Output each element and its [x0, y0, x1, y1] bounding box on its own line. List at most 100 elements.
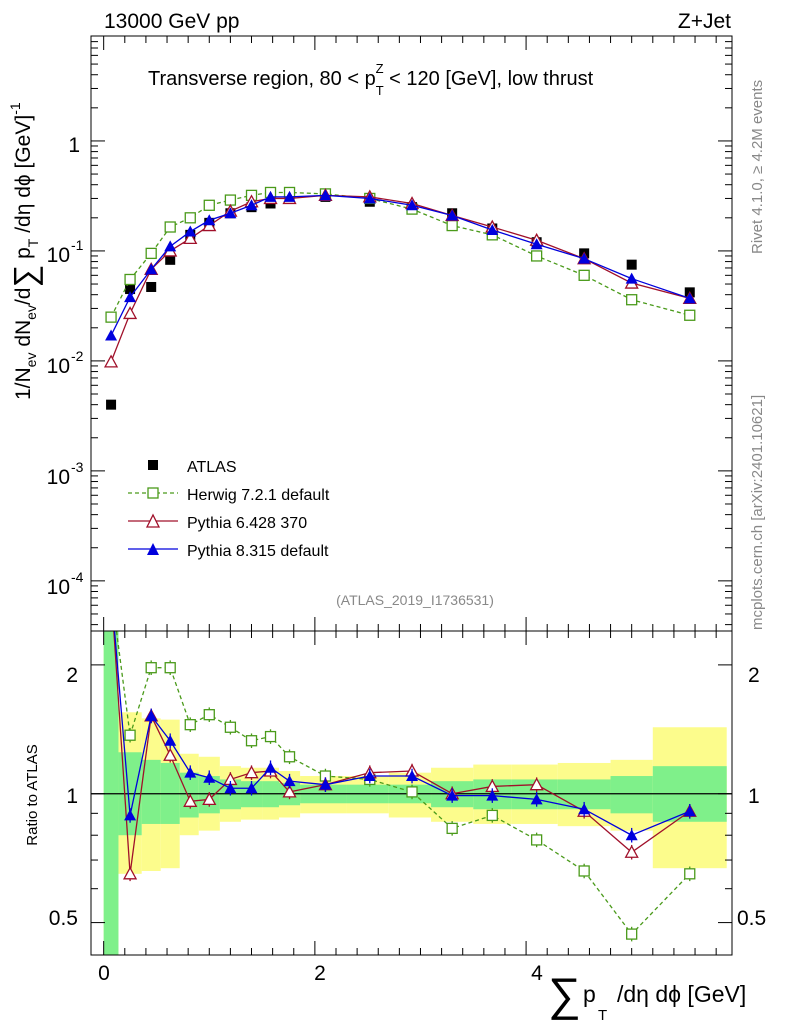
main-point-pythia8 — [164, 240, 177, 252]
main-series-herwig — [105, 186, 696, 323]
collision-label: 13000 GeV pp — [104, 10, 239, 33]
y-tick-label-1e-4: 10 -4 — [47, 569, 84, 599]
main-point-pythia8 — [625, 272, 638, 284]
svg-text:10: 10 — [47, 576, 70, 599]
ratio-point-pythia8 — [625, 829, 638, 841]
main-point-pythia8 — [203, 214, 216, 226]
ratio-point-herwig — [684, 868, 696, 880]
ratio-series-pythia6 — [113, 631, 697, 882]
ratio-point-pythia6 — [244, 765, 259, 779]
svg-text:10: 10 — [47, 466, 70, 489]
ratio-point-pythia8 — [164, 734, 177, 746]
main-series-atlas — [106, 191, 695, 410]
svg-text:Pythia 6.428 370: Pythia 6.428 370 — [187, 515, 307, 532]
main-y-label: 1/Nev dNev/d∑ pT /dη dϕ [GeV]-1 — [7, 102, 43, 400]
ratio-point-pythia6 — [529, 777, 544, 791]
rivet-version-label: Rivet 4.1.0, ≥ 4.2M events — [749, 80, 766, 254]
y-tick-label-1e-3: 10 -3 — [47, 459, 84, 489]
main-axis-ticks — [91, 35, 732, 631]
legend-entry-pythia6: Pythia 6.428 370 — [128, 513, 307, 532]
main-point-herwig — [530, 250, 543, 262]
main-line-pythia8 — [110, 194, 690, 336]
svg-text:1/Nev dNev/d∑ pT /dη dϕ [GeV]: 1/Nev dNev/d∑ pT /dη dϕ [GeV]-1 — [7, 102, 43, 400]
ratio-y-tick-label-1: 1 — [66, 785, 78, 808]
main-point-pythia6 — [183, 231, 198, 245]
legend-entry-pythia8: Pythia 8.315 default — [128, 543, 329, 560]
main-point-pythia8 — [530, 238, 543, 250]
main-point-pythia8 — [245, 199, 258, 211]
ratio-point-pythia6 — [122, 866, 138, 880]
ratio-point-pythia8 — [124, 809, 137, 821]
ratio-series-layer — [105, 584, 697, 942]
main-point-pythia8 — [406, 199, 419, 211]
ratio-point-herwig — [145, 662, 157, 674]
source-label: mcplots.cern.ch [arXiv:2401.10621] — [749, 395, 766, 630]
main-point-herwig — [105, 311, 117, 323]
ratio-point-pythia8 — [363, 770, 376, 782]
svg-text:-2: -2 — [71, 348, 84, 364]
svg-text:-3: -3 — [71, 459, 84, 475]
x-axis-label: ∑ p T /dη dϕ [GeV] — [548, 968, 746, 1024]
legend-entry-herwig: Herwig 7.2.1 default — [128, 487, 330, 504]
x-tick-label-4: 4 — [531, 962, 543, 985]
main-point-pythia8 — [105, 329, 118, 341]
ratio-point-pythia8 — [184, 766, 197, 778]
main-point-herwig — [578, 269, 590, 281]
main-point-pythia8 — [363, 192, 376, 204]
ratio-point-herwig — [245, 735, 258, 747]
ratio-point-pythia8 — [406, 770, 419, 782]
main-point-pythia8 — [283, 190, 296, 202]
ratio-point-pythia8 — [224, 782, 237, 794]
svg-text:10: 10 — [47, 244, 70, 267]
svg-text:Herwig 7.2.1 default: Herwig 7.2.1 default — [187, 487, 330, 504]
main-point-pythia8 — [184, 225, 197, 237]
svg-text:T: T — [598, 1007, 607, 1024]
ratio-point-pythia6 — [282, 784, 297, 798]
main-point-atlas — [146, 281, 157, 292]
svg-text:∑: ∑ — [548, 968, 581, 1020]
ratio-point-herwig — [224, 721, 237, 733]
ratio-point-pythia8 — [105, 584, 117, 595]
ratio-point-pythia8 — [578, 803, 591, 815]
ratio-point-herwig — [124, 729, 136, 741]
plot-title: Transverse region, 80 < pTZ < 120 [GeV],… — [148, 61, 594, 98]
ratio-point-herwig — [406, 786, 418, 798]
band-inner — [179, 772, 199, 818]
main-point-herwig — [124, 273, 136, 286]
y-tick-label-1e-1: 10 -1 — [47, 237, 84, 267]
main-point-pythia8 — [224, 207, 237, 219]
main-point-herwig — [164, 221, 176, 233]
legend-entry-atlas: ATLAS — [148, 459, 237, 476]
ratio-frame — [90, 630, 733, 956]
main-point-herwig — [684, 309, 696, 321]
svg-text:Pythia 8.315 default: Pythia 8.315 default — [187, 543, 329, 560]
analysis-id-label: (ATLAS_2019_I1736531) — [336, 592, 494, 608]
ratio-point-herwig — [203, 709, 215, 721]
band-inner — [610, 776, 653, 814]
main-point-atlas — [626, 259, 637, 270]
y-tick-label-1e-2: 10 -2 — [47, 348, 84, 378]
ratio-point-pythia8 — [486, 789, 499, 801]
main-point-herwig — [145, 247, 157, 260]
ratio-y-tick-label-05-right: 0.5 — [737, 907, 766, 930]
main-line-herwig — [110, 191, 690, 318]
ratio-series-pythia8 — [105, 584, 696, 843]
ratio-axis-ticks — [91, 631, 732, 955]
ratio-point-pythia8 — [683, 805, 696, 817]
svg-text:10: 10 — [47, 355, 70, 378]
ratio-point-herwig — [184, 719, 196, 731]
main-point-pythia8 — [264, 190, 277, 202]
svg-text:/dη dϕ [GeV]: /dη dϕ [GeV] — [617, 981, 746, 1007]
main-point-herwig — [184, 212, 196, 224]
ratio-point-herwig — [578, 865, 590, 877]
ratio-y-label: Ratio to ATLAS — [24, 744, 41, 845]
ratio-y-tick-label-2-right: 2 — [748, 664, 760, 687]
main-point-pythia8 — [319, 189, 332, 201]
ratio-point-herwig — [106, 585, 116, 595]
ratio-point-herwig — [283, 751, 296, 763]
main-point-pythia6 — [103, 354, 119, 368]
main-point-atlas — [125, 284, 136, 295]
main-point-pythia8 — [124, 291, 137, 303]
svg-text:ATLAS: ATLAS — [187, 459, 237, 476]
